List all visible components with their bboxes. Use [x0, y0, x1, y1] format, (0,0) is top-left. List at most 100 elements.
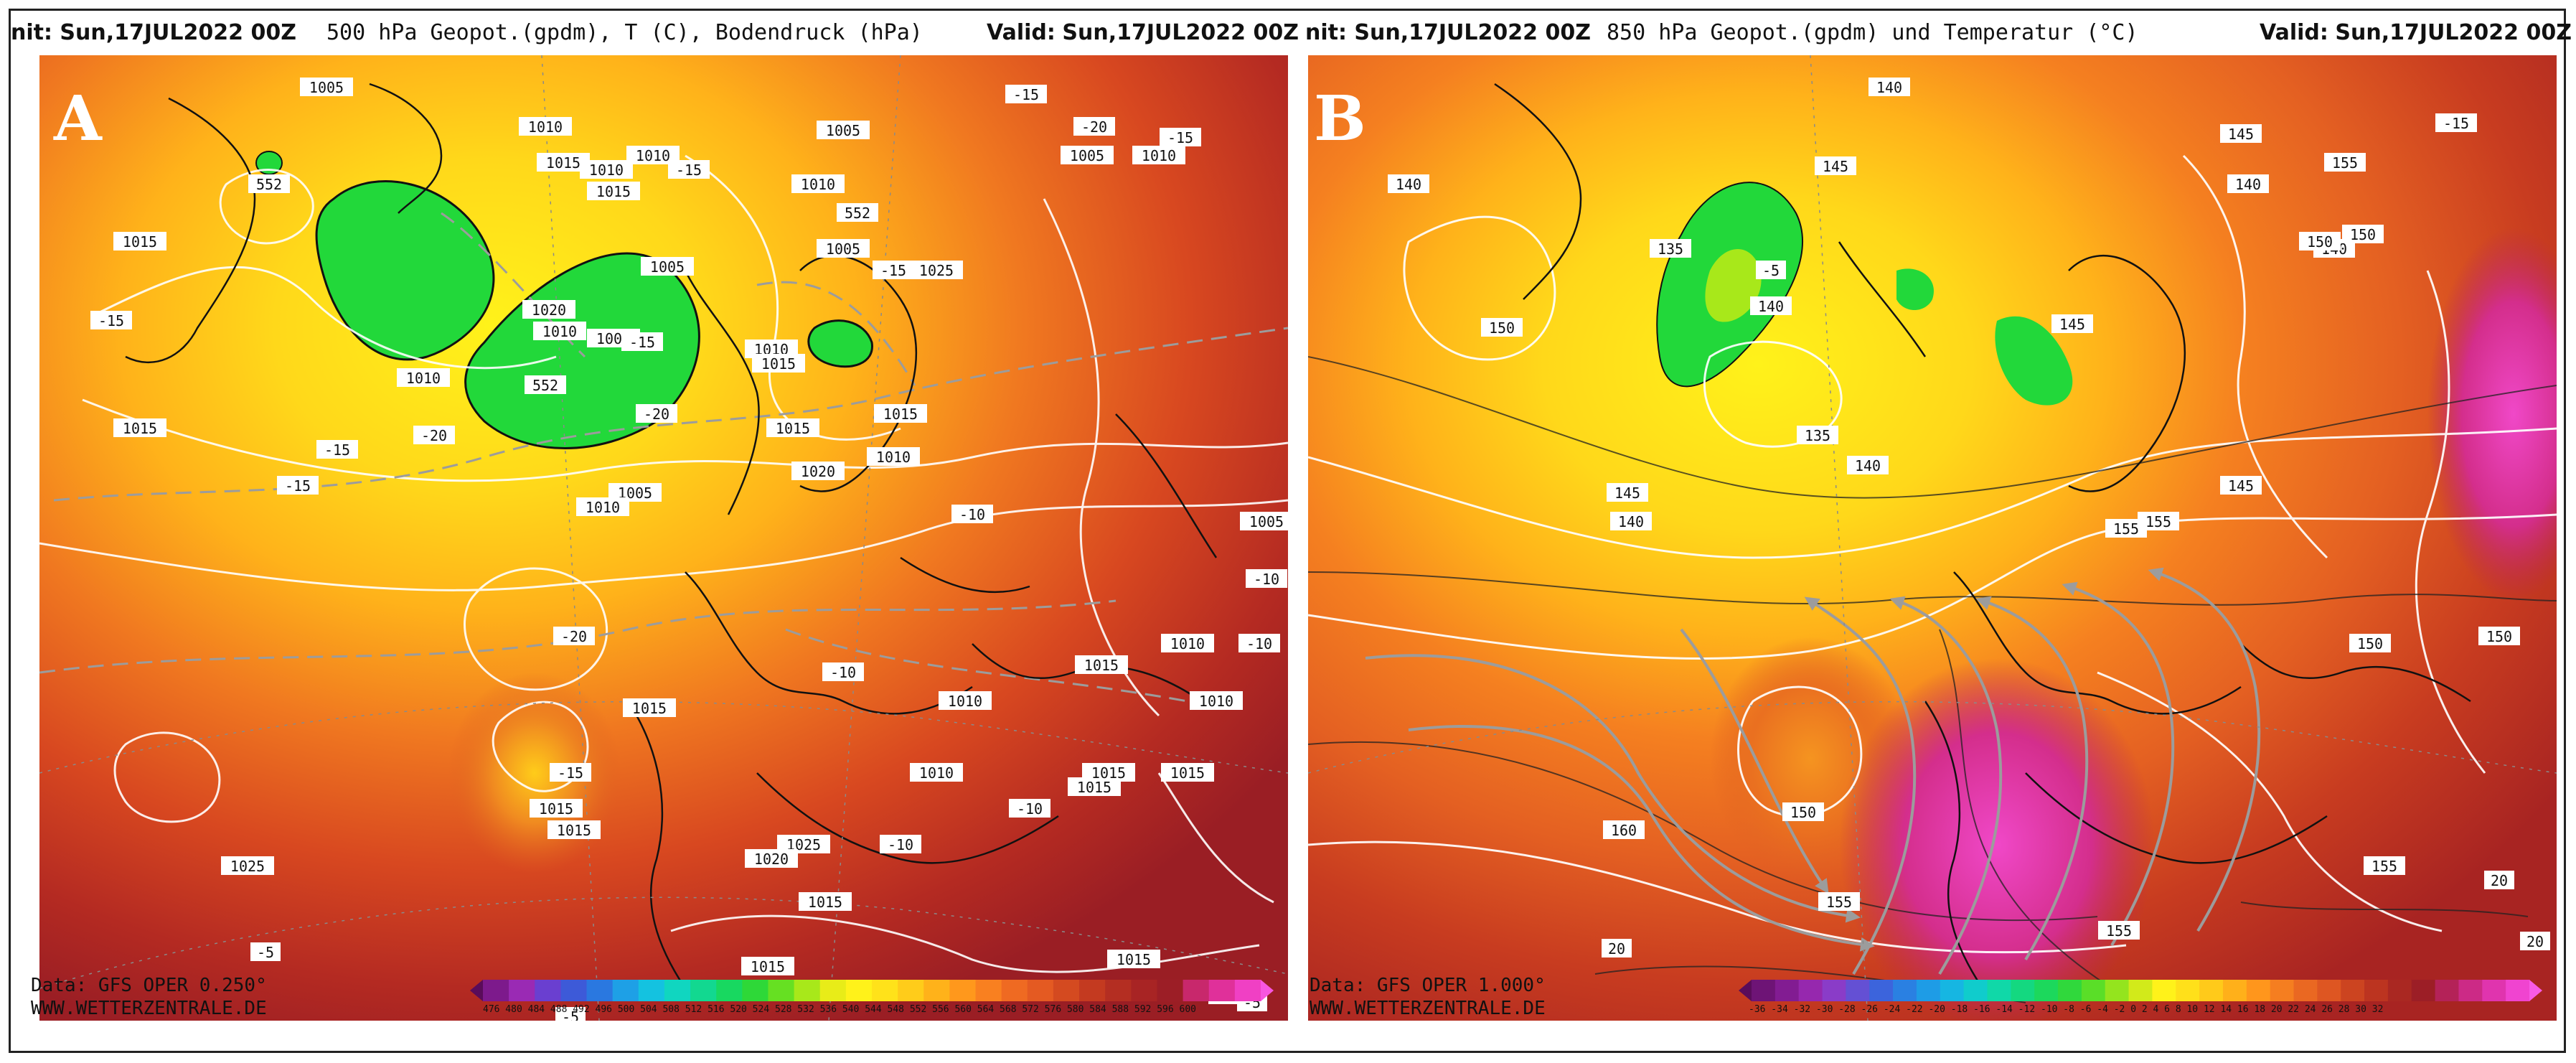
contour-a-label: 1010 — [948, 693, 982, 710]
contour-a-label-box — [873, 261, 914, 279]
contour-a-label: 1015 — [539, 800, 573, 818]
contour-b-label-box — [2349, 634, 2391, 652]
colorbar-a-swatch — [1261, 980, 1274, 1001]
colorbar-a-swatch — [1053, 980, 1080, 1001]
contour-b-label: 135 — [1805, 427, 1830, 444]
data-source-a: Data: GFS OPER 0.250° — [31, 975, 267, 996]
contour-a-label-box — [587, 182, 640, 200]
colorbar-a-ticks: 476 480 484 488 492 496 500 504 508 512 … — [483, 1004, 1196, 1015]
contour-a-label: -10 — [1017, 800, 1043, 818]
contour-b-label: 140 — [1855, 457, 1881, 474]
colorbar-b-swatch — [1752, 980, 1776, 1001]
contour-a-label: -20 — [421, 427, 447, 444]
colorbar-a-swatch — [845, 980, 873, 1001]
contour-a-label: 1010 — [876, 449, 911, 466]
colorbar-b-swatch — [2081, 980, 2106, 1001]
contour-b-label-box — [1603, 820, 1645, 839]
contour-a-label-box — [113, 418, 166, 437]
contour-a-label-box — [1160, 128, 1201, 146]
coastlines-a — [125, 83, 1218, 989]
latlon-grid-a — [39, 55, 1288, 1021]
colorbar-b-swatch — [2105, 980, 2130, 1001]
contour-a-label-box — [1005, 85, 1047, 103]
contour-a-label-box — [1190, 691, 1243, 710]
colorbar-a-swatch — [975, 980, 1002, 1001]
contour-a-label-box — [874, 404, 927, 423]
latlon-grid-b — [1308, 55, 2557, 1021]
contour-a-label-box — [300, 78, 353, 96]
green-area-552-west — [315, 180, 495, 361]
contour-a-label-box — [1161, 634, 1214, 652]
colorbar-b-swatch — [1987, 980, 2011, 1001]
contour-a-label-box — [791, 174, 845, 193]
contour-a-label: 1015 — [751, 958, 785, 975]
contour-a-label: -10 — [830, 664, 856, 681]
contour-a-label-box — [752, 354, 805, 373]
heat-plume-b — [1839, 658, 2155, 1021]
panel-a-title: 500 hPa Geopot.(gpdm), T (C), Bodendruck… — [326, 20, 923, 45]
contour-b-label-box — [1847, 456, 1889, 474]
contour-b-label-box — [2227, 174, 2269, 193]
contour-labels-b: 140 -15 140 155 145 145 140 135 -5 140 150 145 140 13… — [1388, 78, 2550, 957]
colorbar-a-swatch — [664, 980, 691, 1001]
contour-a-label: 1020 — [532, 301, 566, 319]
contour-a-label-box — [867, 447, 920, 466]
contour-a-label-box — [533, 322, 586, 340]
data-source-b: Data: GFS OPER 1.000° — [1310, 975, 1546, 996]
contour-a-label: -15 — [1167, 129, 1193, 146]
contour-b-label: 150 — [1790, 804, 1816, 821]
contour-a-label: 1015 — [123, 420, 157, 437]
contour-b-label-box — [1815, 156, 1856, 175]
contour-a-label: 1015 — [883, 406, 918, 423]
contour-a-label: 1015 — [776, 420, 810, 437]
contour-b-label: 145 — [2059, 316, 2085, 333]
colorbar-a-swatch — [1079, 980, 1106, 1001]
colorbar-a-swatch — [535, 980, 561, 1001]
contour-a-label: -5 — [562, 1008, 579, 1021]
contour-a-label-box — [910, 763, 963, 782]
contour-a-label-box — [1240, 512, 1288, 530]
contour-b-label: 150 — [2350, 226, 2376, 243]
contour-a-label-box — [1082, 763, 1135, 782]
contour-a-label: -10 — [1254, 571, 1279, 588]
contour-a-label: -10 — [959, 506, 985, 523]
contour-b-label: 155 — [2332, 154, 2358, 172]
panel-b-map: 140 -15 140 155 145 145 140 135 -5 140 150 145 140 13… — [1308, 55, 2557, 1021]
colorbar-b-swatch — [2011, 980, 2035, 1001]
colorbar-b-swatch — [2364, 980, 2389, 1001]
contour-b-label: 150 — [1489, 319, 1515, 337]
contour-b-label-box — [2098, 921, 2140, 940]
contour-a-label: -10 — [1246, 635, 1272, 652]
contour-b-label: 135 — [1658, 240, 1683, 258]
contour-a-label: 1005 — [309, 79, 344, 96]
contour-a-label-box — [951, 505, 993, 523]
contour-b-label-box — [1756, 261, 1786, 279]
contour-b-label: 155 — [1826, 894, 1852, 911]
colorbar-b-swatch — [2293, 980, 2318, 1001]
contour-a-label-box — [1107, 950, 1160, 968]
contour-a-label-box — [221, 856, 274, 875]
contour-a-label: 552 — [532, 377, 558, 394]
isotherms-b — [1308, 356, 2557, 1003]
contour-a-label-box — [553, 627, 595, 645]
contour-a-label-box — [580, 160, 633, 179]
contour-a-label: 1025 — [230, 858, 265, 875]
colorbar-b-swatch — [2152, 980, 2176, 1001]
contour-b-label: -15 — [2443, 115, 2469, 132]
contour-a-label-box — [1009, 799, 1050, 818]
contour-a-label: 1015 — [1170, 764, 1205, 782]
contour-b-label-box — [1607, 483, 1648, 502]
contour-a-label-box — [766, 418, 819, 437]
colorbar-a-swatch — [1208, 980, 1236, 1001]
contour-a-label: -15 — [558, 764, 583, 782]
contour-a-label: 1010 — [406, 370, 441, 387]
colorbar-b-swatch — [2034, 980, 2059, 1001]
contour-a-label: -15 — [324, 441, 350, 459]
panel-a-header: nit: Sun,17JUL2022 00Z 500 hPa Geopot.(g… — [11, 11, 1299, 55]
cold-area-small-b — [1896, 268, 1934, 310]
contour-a-label-box — [525, 375, 566, 394]
colorbar-b-swatch — [1869, 980, 1894, 1001]
colorbar-a-swatch — [509, 980, 535, 1001]
colorbar-b-swatch — [1846, 980, 1870, 1001]
